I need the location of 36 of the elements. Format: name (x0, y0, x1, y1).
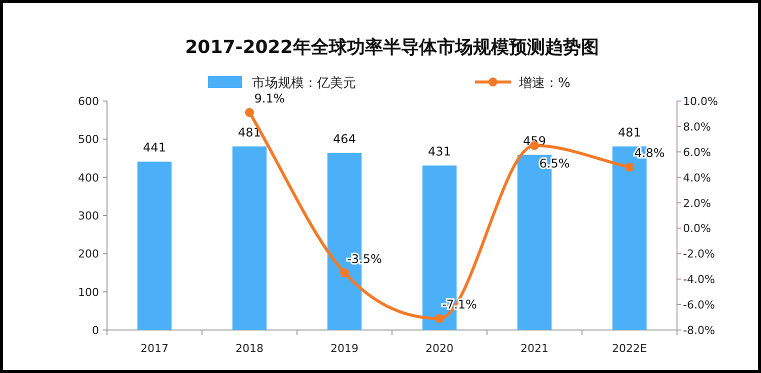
point (245, 108, 254, 117)
y-tick-label: 0 (92, 324, 99, 337)
data-label: 431 (428, 144, 451, 158)
y2-tick-label: -6.0% (683, 298, 715, 312)
y2-tick-label: 6.0% (683, 146, 711, 159)
y-tick-label: 300 (78, 210, 99, 222)
point (625, 162, 634, 172)
y-tick-label: 100 (78, 286, 99, 299)
data-label: 481 (238, 125, 261, 140)
chart-title: 2017-2022年全球功率半导体市场规模预测趋势图 (185, 37, 599, 58)
data-label: 441 (143, 140, 166, 155)
y-tick-label: 200 (78, 248, 99, 261)
y2-tick-label: -8.0% (683, 324, 715, 337)
y2-tick-label: 2.0% (683, 196, 711, 210)
y-tick-label: 400 (78, 171, 99, 184)
point (340, 268, 349, 278)
legend-label: 增速：% (518, 76, 570, 91)
x-tick-label: 2017 (140, 342, 168, 355)
x-tick-label: 2020 (426, 342, 454, 355)
y2-tick-label: -4.0% (683, 273, 715, 286)
data-label: 481 (618, 125, 641, 140)
y2-tick-label: -2.0% (683, 248, 715, 261)
legend-label: 市场规模：亿美元 (252, 75, 356, 91)
y2-tick-label: 4.0% (683, 171, 711, 184)
y2-tick-label: 8.0% (683, 120, 711, 134)
x-tick-label: 2022E (612, 342, 648, 355)
y2-tick-label: 0.0% (683, 222, 711, 236)
y-tick-label: 500 (78, 133, 99, 146)
y-tick-label: 600 (78, 95, 99, 108)
y2-tick-label: 10.0% (683, 95, 718, 108)
data-label: 464 (333, 132, 356, 146)
data-label: 9.1% (254, 91, 285, 106)
x-tick-label: 2018 (236, 342, 264, 355)
point (435, 314, 444, 324)
x-tick-label: 2019 (330, 342, 358, 355)
x-tick-label: 2021 (520, 342, 548, 355)
